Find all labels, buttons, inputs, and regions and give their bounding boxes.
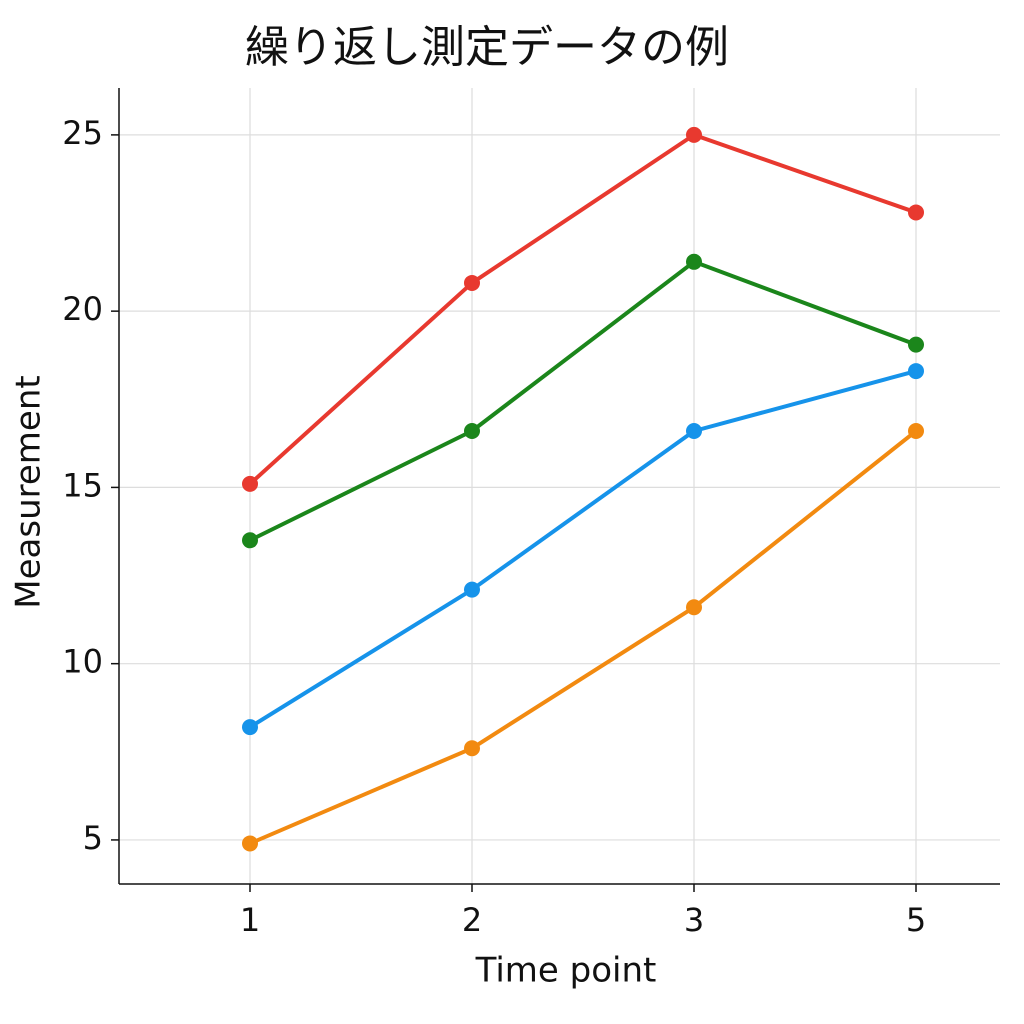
y-tick-label: 25 [62, 114, 103, 152]
x-tick-label: 3 [684, 901, 704, 939]
x-tick-label: 2 [462, 901, 482, 939]
chart-title: 繰り返し測定データの例 [245, 22, 729, 73]
point [908, 363, 924, 380]
point [242, 719, 258, 736]
x-tick-label: 5 [906, 901, 926, 939]
point [908, 423, 924, 440]
point [686, 253, 702, 270]
line [248, 132, 917, 486]
y-tick-label: 15 [62, 466, 103, 504]
point [464, 740, 480, 757]
y-axis-label: Measurement [9, 375, 49, 608]
y-tick-label: 10 [62, 643, 103, 681]
line [249, 259, 917, 543]
point [242, 532, 258, 549]
point [686, 423, 702, 440]
point [242, 475, 258, 492]
y-tick-label: 5 [83, 819, 103, 857]
x-axis-label: Time point [475, 951, 657, 991]
y-tick-label: 20 [62, 290, 103, 328]
point [242, 835, 258, 852]
point [686, 599, 702, 616]
point [464, 423, 480, 440]
point [686, 126, 702, 143]
line [248, 369, 917, 729]
point [464, 274, 480, 291]
point [908, 204, 924, 221]
point [908, 336, 924, 353]
line [249, 429, 918, 846]
point [464, 581, 480, 598]
x-tick-label: 1 [240, 901, 260, 939]
